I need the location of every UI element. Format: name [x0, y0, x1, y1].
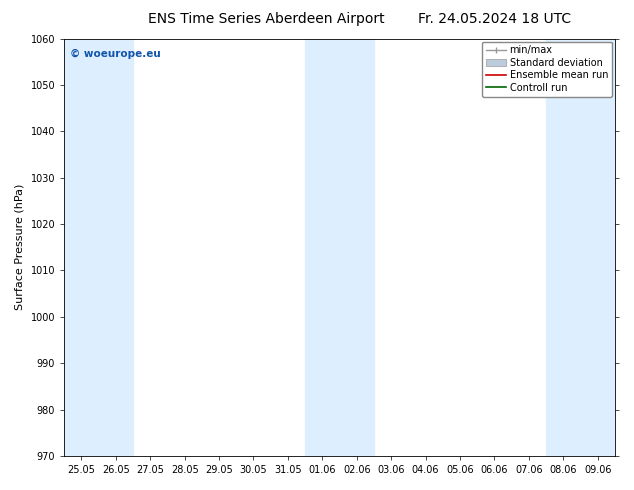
Y-axis label: Surface Pressure (hPa): Surface Pressure (hPa): [15, 184, 25, 311]
Bar: [546, 39, 615, 456]
Bar: [64, 39, 133, 456]
Bar: [305, 39, 374, 456]
Text: Fr. 24.05.2024 18 UTC: Fr. 24.05.2024 18 UTC: [418, 12, 571, 26]
Text: © woeurope.eu: © woeurope.eu: [70, 49, 160, 59]
Text: ENS Time Series Aberdeen Airport: ENS Time Series Aberdeen Airport: [148, 12, 385, 26]
Legend: min/max, Standard deviation, Ensemble mean run, Controll run: min/max, Standard deviation, Ensemble me…: [482, 42, 612, 97]
